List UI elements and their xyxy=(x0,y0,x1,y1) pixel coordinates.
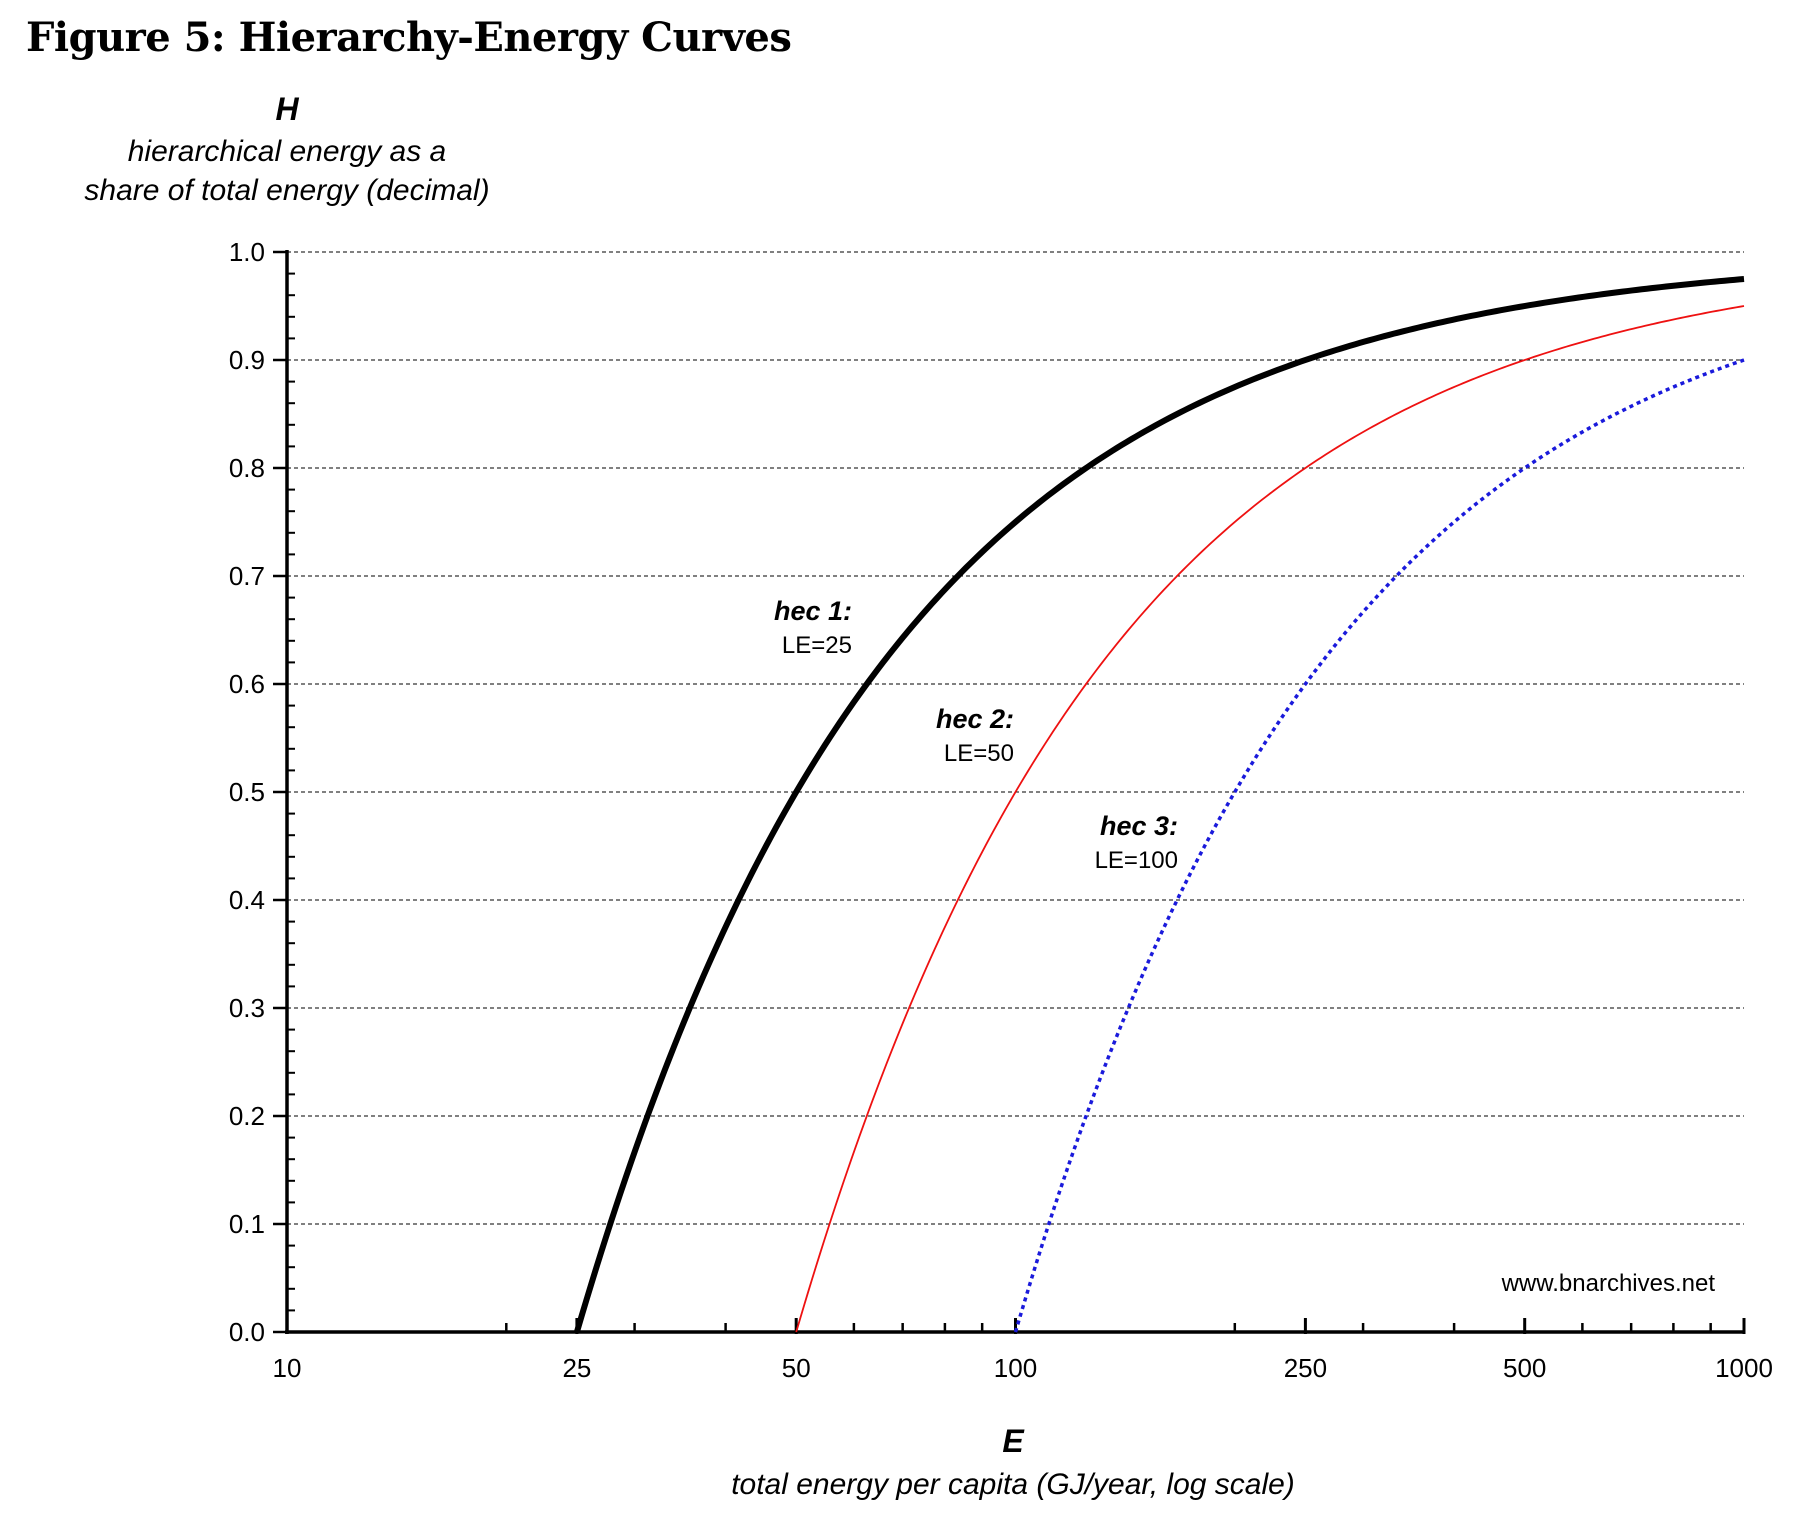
x-axis-symbol: E xyxy=(1002,1423,1025,1459)
x-axis-label: total energy per capita (GJ/year, log sc… xyxy=(731,1468,1295,1501)
series-3-name: hec 3: xyxy=(1100,811,1178,841)
series-lines xyxy=(574,276,1745,1333)
source-url: www.bnarchives.net xyxy=(1501,1270,1716,1297)
x-tick-label-6: 1000 xyxy=(1715,1353,1773,1383)
ticks: 0.0 0.1 0.2 0.3 0.4 0.5 0.6 0.7 0.8 0.9 1.0 10 25 50 1… xyxy=(229,237,1773,1383)
series-3-label: LE=100 xyxy=(1095,847,1178,874)
x-tick-label-5: 500 xyxy=(1503,1353,1546,1383)
x-tick-label-3: 100 xyxy=(994,1353,1037,1383)
y-axis-label-line-2: share of total energy (decimal) xyxy=(84,174,489,207)
y-tick-label-1: 0.1 xyxy=(229,1209,265,1239)
series-2-label: LE=50 xyxy=(944,740,1014,767)
y-axis-symbol: H xyxy=(275,91,299,127)
y-tick-label-2: 0.2 xyxy=(229,1101,265,1131)
y-tick-label-4: 0.4 xyxy=(229,885,265,915)
series-line-2 xyxy=(795,305,1745,1333)
grid-lines xyxy=(287,251,1744,1225)
x-tick-label-1: 25 xyxy=(562,1353,591,1383)
series-line-1 xyxy=(574,276,1745,1333)
y-tick-label-0: 0.0 xyxy=(229,1317,265,1347)
x-tick-label-2: 50 xyxy=(782,1353,811,1383)
y-tick-label-5: 0.5 xyxy=(229,777,265,807)
y-tick-label-6: 0.6 xyxy=(229,669,265,699)
y-tick-label-10: 1.0 xyxy=(229,237,265,267)
y-axis-label-line-1: hierarchical energy as a xyxy=(128,135,447,168)
figure-title: Figure 5: Hierarchy-Energy Curves xyxy=(26,14,792,61)
series-1-label: LE=25 xyxy=(782,632,852,659)
y-tick-label-7: 0.7 xyxy=(229,561,265,591)
y-tick-label-8: 0.8 xyxy=(229,453,265,483)
y-tick-label-9: 0.9 xyxy=(229,345,265,375)
x-tick-label-0: 10 xyxy=(273,1353,302,1383)
series-2-name: hec 2: xyxy=(936,704,1014,734)
x-tick-label-4: 250 xyxy=(1284,1353,1327,1383)
y-tick-label-3: 0.3 xyxy=(229,993,265,1023)
series-line-3 xyxy=(1013,358,1745,1333)
series-1-name: hec 1: xyxy=(774,596,852,626)
